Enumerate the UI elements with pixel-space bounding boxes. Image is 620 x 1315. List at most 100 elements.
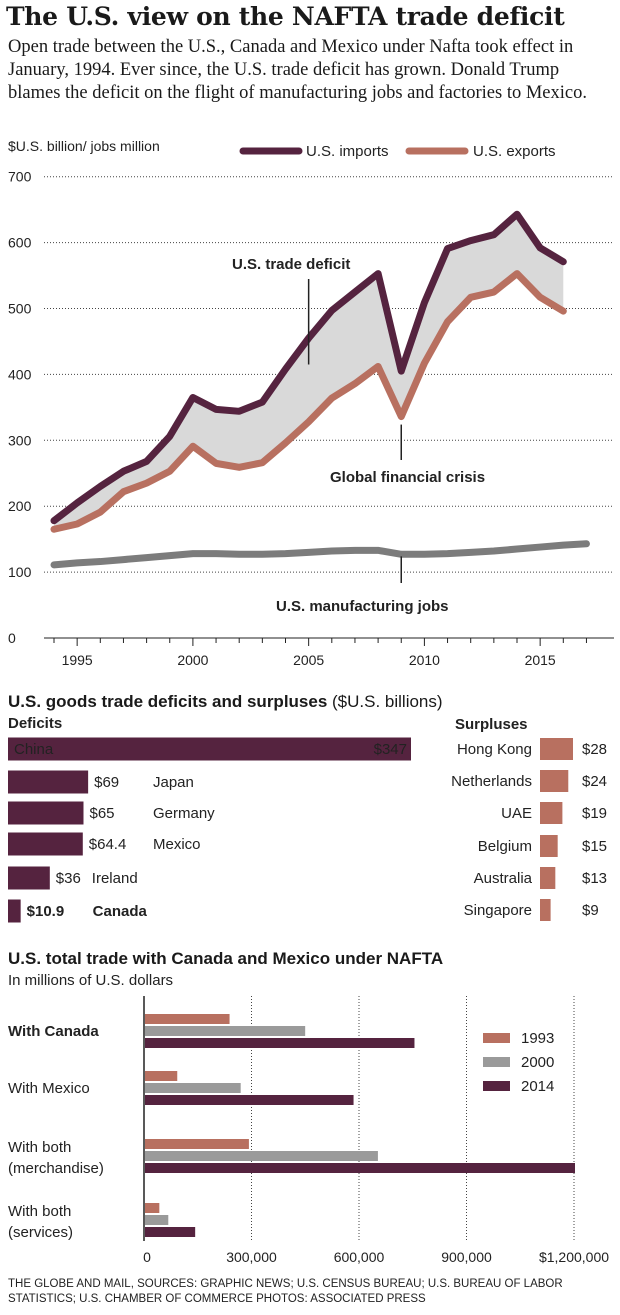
category-label-with-both-merchandise: With both bbox=[8, 1139, 71, 1156]
category-label-with-canada: With Canada bbox=[8, 1023, 99, 1040]
surplus-value-netherlands: $24 bbox=[582, 773, 607, 790]
section-title: U.S. goods trade deficits and surpluses … bbox=[8, 692, 443, 711]
surplus-bar-hong-kong bbox=[540, 738, 573, 760]
nafta-total-trade-chart: U.S. total trade with Canada and Mexico … bbox=[8, 949, 609, 1265]
surplus-value-hong-kong: $28 bbox=[582, 741, 607, 758]
category-label-with-both-merchandise-line2: (merchandise) bbox=[8, 1160, 104, 1177]
y-tick-label: 600 bbox=[8, 235, 32, 251]
y-tick-label: 200 bbox=[8, 498, 32, 514]
deficit-category-japan: Japan bbox=[153, 774, 194, 791]
y-tick-label: 0 bbox=[8, 630, 16, 646]
x-tick-label: 1995 bbox=[62, 652, 93, 668]
bar-with-both-services-1993 bbox=[145, 1203, 160, 1213]
category-label-with-mexico: With Mexico bbox=[8, 1080, 90, 1097]
bar-with-mexico-2014 bbox=[145, 1095, 354, 1105]
deficit-category-mexico: Mexico bbox=[153, 836, 201, 853]
trade-line-chart: $U.S. billion/ jobs million 0 100 200 300 400… bbox=[8, 138, 614, 668]
y-tick-label: 500 bbox=[8, 301, 32, 317]
bar-with-both-merchandise-2014 bbox=[145, 1163, 575, 1173]
y-tick-label: 700 bbox=[8, 169, 32, 185]
surplus-value-singapore: $9 bbox=[582, 902, 599, 919]
x-tick-label: 2010 bbox=[409, 652, 440, 668]
deficit-value-china: $347 bbox=[374, 741, 407, 758]
surplus-value-belgium: $15 bbox=[582, 838, 607, 855]
category-label-with-both-services: With both bbox=[8, 1203, 71, 1220]
deficit-value-japan: $69 bbox=[94, 774, 119, 791]
x-tick-label: 300,000 bbox=[226, 1249, 277, 1265]
jobs-line bbox=[50, 540, 590, 569]
bar-with-mexico-2000 bbox=[145, 1083, 241, 1093]
deficit-category-canada: Canada bbox=[93, 903, 148, 920]
deficits-header: Deficits bbox=[8, 715, 62, 732]
legend-swatch-2014 bbox=[483, 1081, 510, 1091]
y-tick-label: 300 bbox=[8, 432, 32, 448]
bar-with-both-services-2014 bbox=[145, 1227, 196, 1237]
bar-with-both-services-2000 bbox=[145, 1215, 169, 1225]
surplus-value-australia: $13 bbox=[582, 870, 607, 887]
deficit-category-china: China bbox=[14, 741, 54, 758]
deficit-annotation: U.S. trade deficit bbox=[232, 256, 350, 273]
x-tick-label: 600,000 bbox=[334, 1249, 385, 1265]
bar-with-both-merchandise-2000 bbox=[145, 1151, 378, 1161]
x-tick-label: 2005 bbox=[293, 652, 324, 668]
deficit-category-germany: Germany bbox=[153, 805, 215, 822]
surplus-category-australia: Australia bbox=[474, 870, 533, 887]
deficit-value-mexico: $64.4 bbox=[89, 836, 127, 853]
nafta-chart-title: U.S. total trade with Canada and Mexico … bbox=[8, 949, 443, 968]
deficits-surpluses-chart: U.S. goods trade deficits and surpluses … bbox=[8, 692, 607, 923]
intro-text: Open trade between the U.S., Canada and … bbox=[8, 37, 587, 103]
x-tick-label: 2000 bbox=[177, 652, 208, 668]
exports-line bbox=[50, 270, 567, 533]
deficit-bar-mexico bbox=[8, 832, 83, 856]
surplus-category-uae: UAE bbox=[501, 805, 532, 822]
surplus-category-singapore: Singapore bbox=[464, 902, 532, 919]
x-tick-label: 0 bbox=[143, 1249, 151, 1265]
legend-swatch-1993 bbox=[483, 1033, 510, 1043]
jobs-annotation: U.S. manufacturing jobs bbox=[276, 598, 449, 615]
bar-with-both-merchandise-1993 bbox=[145, 1139, 249, 1149]
legend-label-2014: 2014 bbox=[521, 1078, 554, 1095]
nafta-chart-subtitle: In millions of U.S. dollars bbox=[8, 972, 173, 989]
y-axis-label: $U.S. billion/ jobs million bbox=[8, 138, 160, 154]
surplus-category-netherlands: Netherlands bbox=[451, 773, 532, 790]
legend-label-2000: 2000 bbox=[521, 1054, 554, 1071]
deficit-bar-china bbox=[8, 737, 411, 761]
x-tick-label: 2015 bbox=[525, 652, 556, 668]
deficit-value-ireland: $36 bbox=[56, 870, 81, 887]
section-title-unit: ($U.S. billions) bbox=[332, 692, 443, 711]
deficit-bar-germany bbox=[8, 801, 84, 825]
legend-exports-label: U.S. exports bbox=[473, 143, 556, 160]
deficit-bar-japan bbox=[8, 770, 89, 794]
source-credits: THE GLOBE AND MAIL, SOURCES: GRAPHIC NEW… bbox=[8, 1278, 563, 1305]
legend-swatch-2000 bbox=[483, 1057, 510, 1067]
deficit-category-ireland: Ireland bbox=[92, 870, 138, 887]
headline: The U.S. view on the NAFTA trade deficit bbox=[6, 2, 565, 31]
x-tick-label: 900,000 bbox=[441, 1249, 492, 1265]
y-tick-label: 100 bbox=[8, 564, 32, 580]
legend-imports-label: U.S. imports bbox=[306, 143, 389, 160]
deficit-bar-canada bbox=[8, 899, 21, 923]
category-label-with-both-services-line2: (services) bbox=[8, 1224, 73, 1241]
crisis-annotation: Global financial crisis bbox=[330, 469, 485, 486]
bar-with-mexico-1993 bbox=[145, 1071, 178, 1081]
legend-label-1993: 1993 bbox=[521, 1030, 554, 1047]
section-title-main: U.S. goods trade deficits and surpluses bbox=[8, 692, 332, 711]
x-tick-label: $1,200,000 bbox=[539, 1249, 609, 1265]
bar-with-canada-1993 bbox=[145, 1014, 230, 1024]
deficit-bar-ireland bbox=[8, 866, 50, 890]
surplus-bar-belgium bbox=[540, 835, 558, 857]
bar-with-canada-2014 bbox=[145, 1038, 415, 1048]
surplus-bar-australia bbox=[540, 867, 556, 889]
surplus-bar-singapore bbox=[540, 899, 551, 921]
y-tick-label: 400 bbox=[8, 366, 32, 382]
surpluses-header: Surpluses bbox=[455, 716, 528, 733]
surplus-value-uae: $19 bbox=[582, 805, 607, 822]
deficit-value-canada: $10.9 bbox=[27, 903, 65, 920]
deficit-value-germany: $65 bbox=[89, 805, 114, 822]
surplus-category-belgium: Belgium bbox=[478, 838, 532, 855]
surplus-bar-uae bbox=[540, 802, 563, 824]
surplus-category-hong-kong: Hong Kong bbox=[457, 741, 532, 758]
surplus-bar-netherlands bbox=[540, 770, 569, 792]
bar-with-canada-2000 bbox=[145, 1026, 306, 1036]
trade-deficit-area bbox=[54, 214, 564, 530]
